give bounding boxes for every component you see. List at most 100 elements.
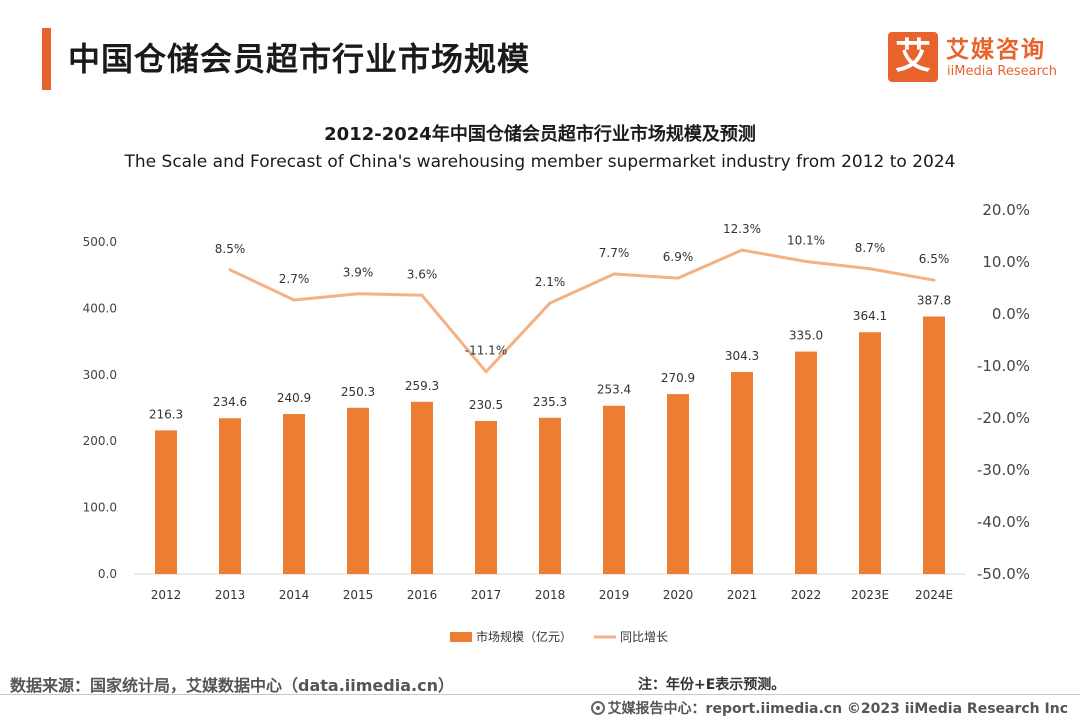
footer-copyright: 艾媒报告中心：report.iimedia.cn ©2023 iiMedia R… [590, 698, 1068, 718]
logo-name-en: iiMedia Research [947, 64, 1058, 79]
x-axis-labels: 2012 2013 2014 2015 2016 2017 2018 2019 2020 2021… [151, 588, 953, 602]
growth-line [229, 248, 935, 374]
growth-point-2024E [932, 278, 936, 282]
bar-series [155, 316, 945, 574]
growth-line-series [228, 248, 936, 374]
growth-point-2015 [356, 292, 360, 296]
growth-point-2016 [420, 293, 424, 297]
bar-2017 [475, 420, 497, 574]
x-tick-label: 2013 [215, 588, 246, 602]
y-right-tick-label: -20.0% [977, 409, 1030, 427]
growth-label-2024E: 6.5% [919, 252, 950, 266]
chart-title-cn: 2012-2024年中国仓储会员超市行业市场规模及预测 [324, 124, 756, 145]
growth-point-2022 [804, 259, 808, 263]
bar-label-2014: 240.9 [277, 391, 311, 405]
y-right-tick-label: 10.0% [982, 253, 1030, 271]
bar-2022 [795, 351, 817, 574]
y-right-tick-label: 20.0% [982, 201, 1030, 219]
chart-title-en: The Scale and Forecast of China's wareho… [124, 152, 956, 172]
bar-2020 [667, 394, 689, 574]
bar-label-2020: 270.9 [661, 371, 695, 385]
growth-point-2014 [292, 298, 296, 302]
y-left-tick-label: 300.0 [83, 368, 117, 382]
growth-point-2019 [612, 272, 616, 276]
bar-2021 [731, 371, 753, 574]
x-tick-label: 2017 [471, 588, 502, 602]
growth-label-2022: 10.1% [787, 233, 825, 247]
bar-label-2013: 234.6 [213, 395, 247, 409]
forecast-note: 注：年份+E表示预测。 [638, 677, 786, 693]
y-left-tick-label: 400.0 [83, 301, 117, 315]
growth-point-2023E [868, 267, 872, 271]
x-tick-label: 2012 [151, 588, 182, 602]
y-left-tick-label: 100.0 [83, 501, 117, 515]
bar-2024E [923, 316, 945, 574]
logo-mark-icon: 艾 [888, 32, 938, 82]
y-left-tick-label: 0.0 [98, 567, 117, 581]
legend: 市场规模（亿元） 同比增长 [450, 629, 668, 644]
bar-2016 [411, 401, 433, 574]
bar-2015 [347, 407, 369, 574]
growth-label-2016: 3.6% [407, 267, 438, 281]
y-right-tick-label: -50.0% [977, 565, 1030, 583]
bar-2018 [539, 417, 561, 574]
bar-label-2022: 335.0 [789, 329, 823, 343]
bar-label-2024E: 387.8 [917, 294, 951, 308]
page-title: 中国仓储会员超市行业市场规模 [68, 40, 531, 78]
y-right-tick-label: -10.0% [977, 357, 1030, 375]
logo-name-cn: 艾媒咨询 [946, 37, 1046, 63]
growth-label-2017: -11.1% [465, 344, 507, 358]
footer-copyright-text: 艾媒报告中心：report.iimedia.cn ©2023 iiMedia R… [607, 701, 1068, 717]
data-source: 数据来源：国家统计局，艾媒数据中心（data.iimedia.cn） [10, 676, 454, 695]
bar-label-2023E: 364.1 [853, 309, 887, 323]
y-left-axis: 0.0 100.0 200.0 300.0 400.0 500.0 [83, 235, 117, 581]
growth-point-2020 [676, 276, 680, 280]
x-tick-label: 2023E [851, 588, 889, 602]
bar-2019 [603, 405, 625, 574]
x-tick-label: 2022 [791, 588, 822, 602]
footer-divider [0, 694, 1080, 695]
y-right-axis: -50.0% -40.0% -30.0% -20.0% -10.0% 0.0% 10.0% 2… [977, 201, 1030, 583]
x-tick-label: 2015 [343, 588, 374, 602]
bar-2014 [283, 414, 305, 574]
title-accent-bar [42, 28, 51, 90]
y-right-tick-label: -40.0% [977, 513, 1030, 531]
y-right-tick-label: 0.0% [992, 305, 1030, 323]
legend-line-label: 同比增长 [620, 630, 668, 644]
report-center-icon [590, 701, 605, 715]
x-tick-label: 2019 [599, 588, 630, 602]
bar-label-2021: 304.3 [725, 349, 759, 363]
bar-2023E [859, 332, 881, 574]
x-tick-label: 2018 [535, 588, 566, 602]
growth-label-2020: 6.9% [663, 250, 694, 264]
bar-value-labels: 216.3 234.6 240.9 250.3 259.3 230.5 235.3 253.4… [149, 294, 951, 422]
growth-point-2017 [484, 370, 488, 374]
bar-2012 [155, 430, 177, 574]
bar-2013 [219, 418, 241, 574]
bar-label-2017: 230.5 [469, 398, 503, 412]
growth-label-2023E: 8.7% [855, 241, 886, 255]
growth-label-2013: 8.5% [215, 242, 246, 256]
bar-label-2019: 253.4 [597, 383, 631, 397]
bar-label-2012: 216.3 [149, 407, 183, 421]
growth-value-labels: 8.5% 2.7% 3.9% 3.6% -11.1% 2.1% 7.7% 6.9% 12.3% 1… [215, 222, 950, 358]
x-tick-label: 2016 [407, 588, 438, 602]
x-tick-label: 2014 [279, 588, 310, 602]
growth-label-2015: 3.9% [343, 266, 374, 280]
growth-label-2018: 2.1% [535, 275, 566, 289]
y-left-tick-label: 200.0 [83, 434, 117, 448]
legend-bar-swatch [450, 632, 472, 642]
y-right-tick-label: -30.0% [977, 461, 1030, 479]
growth-label-2014: 2.7% [279, 272, 310, 286]
growth-label-2021: 12.3% [723, 222, 761, 236]
x-tick-label: 2024E [915, 588, 953, 602]
bar-label-2016: 259.3 [405, 379, 439, 393]
growth-label-2019: 7.7% [599, 246, 630, 260]
bar-label-2018: 235.3 [533, 395, 567, 409]
x-tick-label: 2020 [663, 588, 694, 602]
growth-point-2013 [228, 268, 232, 272]
growth-point-2021 [740, 248, 744, 252]
brand-logo: 艾 艾媒咨询 iiMedia Research [888, 30, 1068, 86]
legend-bar-label: 市场规模（亿元） [476, 629, 572, 644]
